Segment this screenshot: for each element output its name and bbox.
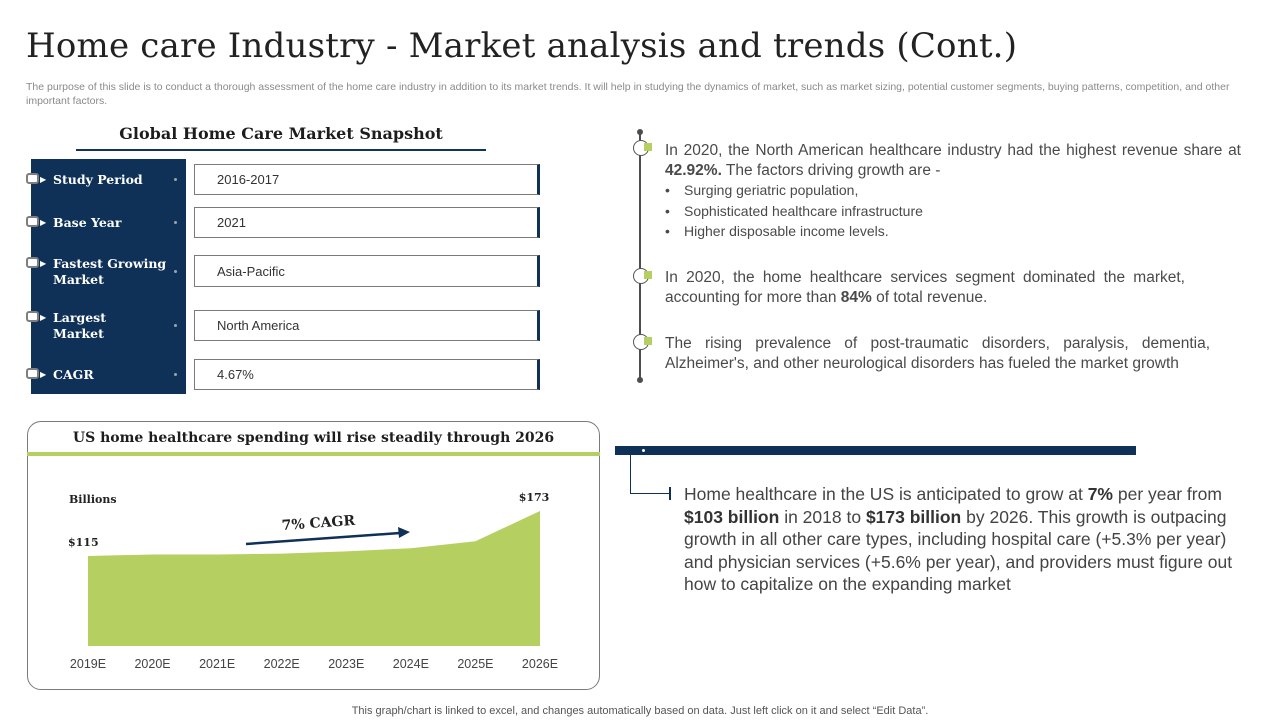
chart-title-rule: [27, 452, 600, 456]
growth-text-part: in 2018 to: [784, 506, 862, 527]
snapshot-title: Global Home Care Market Snapshot: [119, 124, 443, 143]
growth-start-value: $103 billion: [684, 506, 780, 527]
x-tick-label: 2021E: [199, 657, 235, 671]
page-title: Home care Industry - Market analysis and…: [26, 26, 1018, 66]
timeline-item-1: In 2020, the North American healthcare i…: [665, 141, 1241, 180]
timeline-item-2-intro: In 2020, the home healthcare services se…: [665, 269, 1185, 306]
growth-text-part: by 2026. This growth is outpacing growth…: [684, 506, 1233, 595]
timeline-item-1-tail: The factors driving growth are -: [725, 161, 941, 179]
x-tick-label: 2023E: [328, 657, 364, 671]
timeline-cap-top: [637, 129, 643, 135]
page-subtitle: The purpose of this slide is to conduct …: [26, 81, 1230, 107]
callout-bar: [615, 446, 1136, 455]
snapshot-value-study-period: 2016-2017: [194, 164, 540, 195]
snapshot-arrow-icon: ▶: [40, 218, 47, 227]
snapshot-dot: [174, 324, 177, 327]
y-axis-label: Billions: [69, 493, 117, 506]
x-tick-label: 2025E: [457, 657, 493, 671]
list-item: Higher disposable income levels.: [665, 221, 923, 242]
snapshot-label-fastest-growing: Fastest Growing Market: [53, 256, 167, 287]
snapshot-bullet-icon: [26, 173, 39, 184]
data-label-end: $173: [519, 491, 550, 504]
snapshot-title-underline: [76, 149, 486, 151]
timeline-item-2-tail: of total revenue.: [876, 288, 988, 306]
snapshot-dot: [174, 270, 177, 273]
list-item: Sophisticated healthcare infrastructure: [665, 201, 923, 222]
snapshot-dot: [174, 178, 177, 181]
footer-note: This graph/chart is linked to excel, and…: [351, 705, 929, 717]
snapshot-value-cagr: 4.67%: [194, 359, 540, 390]
growth-text-part: per year from: [1117, 484, 1222, 504]
timeline-item-3: The rising prevalence of post-traumatic …: [665, 335, 1210, 372]
callout-connector: [630, 455, 631, 494]
snapshot-bullet-icon: [26, 311, 39, 322]
data-label-start: $115: [68, 536, 99, 549]
timeline-item-2-value: 84%: [840, 288, 872, 306]
timeline-line: [639, 132, 641, 380]
timeline-marker-icon: [644, 271, 652, 279]
snapshot-label-cagr: CAGR: [53, 367, 94, 382]
x-tick-label: 2022E: [264, 657, 300, 671]
snapshot-bullet-icon: [26, 368, 39, 379]
x-tick-label: 2024E: [393, 657, 429, 671]
snapshot-value-base-year: 2021: [194, 207, 540, 238]
growth-text-part: Home healthcare in the US is anticipated…: [684, 484, 1083, 504]
growth-callout-text: Home healthcare in the US is anticipated…: [684, 483, 1246, 596]
snapshot-bullet-icon: [26, 216, 39, 227]
timeline-cap-bottom: [637, 377, 643, 383]
callout-bar-dot: [642, 449, 645, 452]
timeline-item-1-bullets: Surging geriatric population, Sophistica…: [665, 180, 923, 242]
callout-connector-end: [669, 487, 671, 500]
snapshot-arrow-icon: ▶: [40, 259, 47, 268]
snapshot-arrow-icon: ▶: [40, 175, 47, 184]
snapshot-arrow-icon: ▶: [40, 370, 47, 379]
x-tick-label: 2019E: [70, 657, 106, 671]
timeline-marker-icon: [644, 337, 652, 345]
timeline-marker-icon: [644, 143, 652, 151]
chart-area-series: [88, 511, 540, 646]
x-tick-label: 2026E: [522, 657, 558, 671]
timeline-item-1-intro: In 2020, the North American healthcare i…: [665, 142, 1241, 159]
growth-end-value: $173 billion: [865, 506, 962, 527]
snapshot-value-fastest-growing: Asia-Pacific: [194, 255, 540, 287]
timeline-item-2: In 2020, the home healthcare services se…: [665, 268, 1185, 307]
cagr-arrow: [245, 531, 401, 546]
snapshot-dot: [174, 221, 177, 224]
cagr-arrow-head-icon: [398, 527, 410, 538]
snapshot-value-largest-market: North America: [194, 310, 540, 341]
growth-rate-value: 7%: [1087, 484, 1113, 504]
snapshot-label-panel: [31, 159, 186, 394]
list-item: Surging geriatric population,: [665, 180, 923, 201]
snapshot-bullet-icon: [26, 257, 39, 268]
snapshot-label-base-year: Base Year: [53, 215, 122, 230]
callout-connector: [630, 493, 670, 494]
snapshot-label-study-period: Study Period: [53, 172, 143, 187]
timeline-item-1-value: 42.92%.: [665, 161, 722, 179]
cagr-annotation: 7% CAGR: [281, 513, 356, 534]
x-tick-label: 2020E: [134, 657, 170, 671]
snapshot-dot: [174, 373, 177, 376]
snapshot-label-largest-market: Largest Market: [53, 310, 106, 341]
chart-title: US home healthcare spending will rise st…: [72, 430, 555, 446]
snapshot-arrow-icon: ▶: [40, 313, 47, 322]
